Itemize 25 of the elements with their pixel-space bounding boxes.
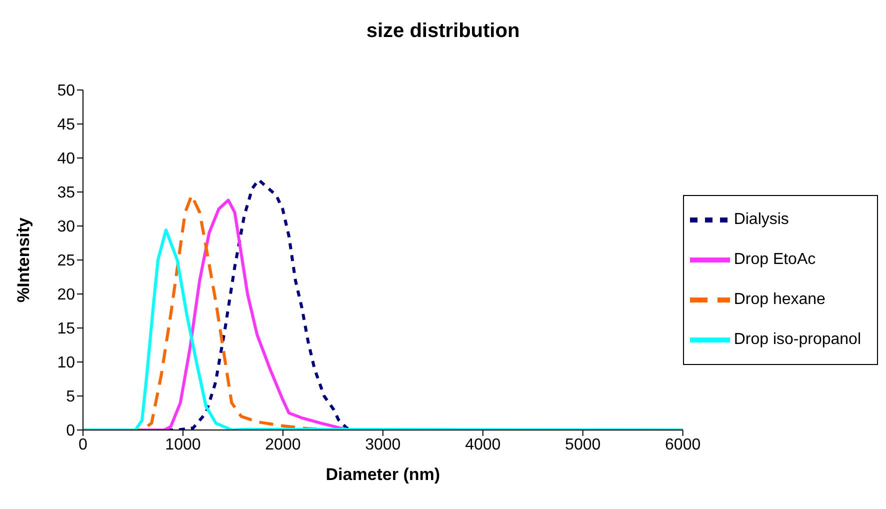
x-tick-label: 6000 bbox=[665, 436, 701, 454]
x-tick-label: 3000 bbox=[365, 436, 401, 454]
legend-label: Drop hexane bbox=[734, 291, 826, 308]
chart-title: size distribution bbox=[365, 19, 521, 44]
y-tick-label: 45 bbox=[57, 116, 76, 134]
y-tick-label: 5 bbox=[66, 388, 76, 406]
y-tick-label: 30 bbox=[57, 218, 76, 236]
y-axis-title: %Intensity bbox=[14, 216, 34, 303]
x-tick-label: 2000 bbox=[265, 436, 301, 454]
y-tick-label: 15 bbox=[57, 320, 76, 338]
y-tick-label: 35 bbox=[57, 184, 76, 202]
legend-label: Drop iso-propanol bbox=[734, 331, 861, 348]
legend-label: Dialysis bbox=[734, 211, 789, 228]
legend-label: Drop EtoAc bbox=[734, 251, 816, 268]
x-axis-title: Diameter (nm) bbox=[326, 465, 440, 484]
y-tick-label: 50 bbox=[57, 82, 76, 100]
y-tick-label: 10 bbox=[57, 354, 76, 372]
y-tick-label: 40 bbox=[57, 150, 76, 168]
y-tick-label: 0 bbox=[66, 422, 76, 440]
x-tick-label: 4000 bbox=[465, 436, 501, 454]
y-tick-label: 20 bbox=[57, 286, 76, 304]
x-tick-label: 0 bbox=[78, 436, 88, 454]
x-tick-label: 5000 bbox=[565, 436, 601, 454]
y-tick-label: 25 bbox=[57, 252, 76, 270]
x-tick-label: 1000 bbox=[165, 436, 201, 454]
